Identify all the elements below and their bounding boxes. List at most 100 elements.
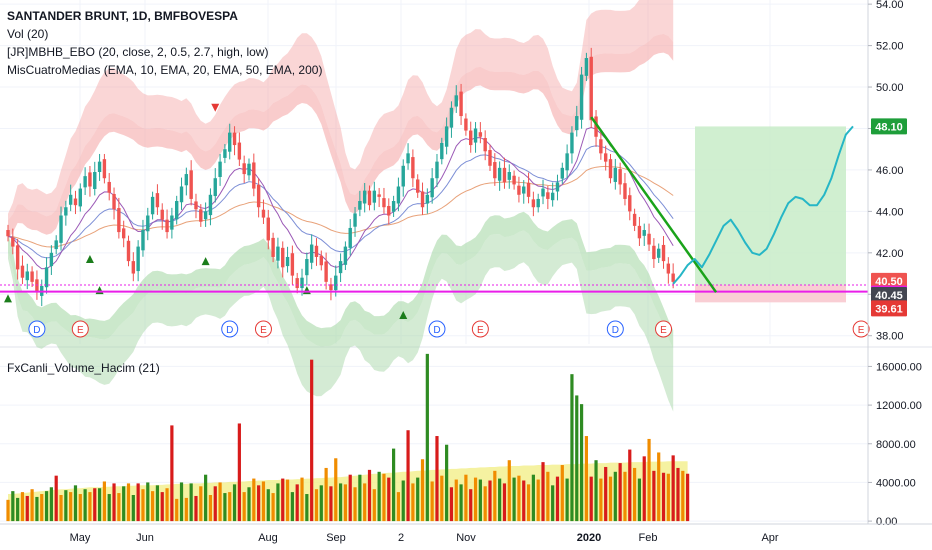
candle-body [391,201,396,212]
candle-body [459,91,463,117]
candle-body [271,237,275,257]
candle-body [59,215,63,243]
candle-body [338,261,343,274]
candle-body [324,261,328,282]
earnings-event-marker [471,320,489,338]
dividend-event-marker [606,320,624,338]
dividend-event-label: D [226,325,233,336]
volume-bar [425,353,429,522]
candle-body [522,186,526,194]
candle-body [435,161,439,179]
volume-bar [555,476,560,522]
volume-bar [146,482,150,522]
indicator-ema-label[interactable]: MisCuatroMedias (EMA, 10, EMA, 20, EMA, … [7,63,323,77]
candle-body [507,172,511,180]
price-tick-label: 44.00 [876,206,904,218]
candle-body [256,184,261,208]
volume-bar [329,486,333,522]
volume-bar [11,491,15,522]
volume-bar [469,489,473,522]
buy-signal-marker [4,294,12,303]
indicator-bands-label[interactable]: [JR]MBHB_EBO (20, close, 2, 0.5, 2.7, hi… [7,45,269,59]
time-tick-label: Aug [258,532,278,544]
candle-body [478,132,483,137]
candle-body [425,194,430,204]
volume-bar [502,483,507,522]
candle-body [440,142,444,160]
candle-body [155,193,160,208]
volume-bar [213,486,217,522]
volume-bar [613,471,617,522]
candle-body [599,139,603,154]
volume-bar [584,436,588,522]
time-axis[interactable]: May Jun Aug Sep 2 Nov 2020 Feb Apr [0,523,932,544]
volume-axis[interactable]: 0.00 4000.00 8000.00 12000.00 16000.00 [868,361,922,528]
volume-bar [507,460,511,522]
volume-bar [358,474,362,522]
sell-signal-marker [211,103,220,112]
volume-bar [204,474,208,522]
volume-bar [179,482,184,522]
volume-bar [141,489,145,522]
indicator-volume-label[interactable]: Vol (20) [7,27,49,41]
candle-body [131,261,136,274]
volume-bar [6,499,10,522]
volume-bar [367,469,372,522]
candle-body [189,170,193,199]
candle-body [73,198,78,206]
volume-bar [652,470,656,522]
candle-body [473,128,478,143]
volume-pane-title[interactable]: FxCanli_Volume_Hacim (21) [7,361,160,375]
candle-body [329,284,333,291]
candle-body [20,265,25,278]
volume-bar [637,478,642,522]
volume-bar [657,452,661,522]
candle-body [671,273,675,282]
volume-bar [281,478,285,522]
volume-bar [334,458,338,522]
symbol-title[interactable]: SANTANDER BRUNT, 1D, BMFBOVESPA [7,9,238,23]
volume-bar [493,470,497,522]
volume-bar [512,477,516,522]
chart-overlays[interactable] [0,116,868,293]
volume-bar [237,423,241,522]
volume-bar [112,483,116,522]
candle-body [78,188,82,207]
candle-body [44,267,49,288]
candle-body [160,209,164,220]
candle-body [68,194,73,205]
volume-bar [218,482,222,522]
earnings-event-marker [71,320,89,338]
earnings-event-label: E [477,325,484,336]
volume-bar [78,494,82,522]
candle-body [334,275,338,291]
candle-body [517,185,521,195]
candle-body [377,194,381,197]
candle-body [247,163,251,176]
candle-body [454,95,458,107]
forecast-path [672,125,854,285]
downtrend-line [590,116,718,293]
candle-body [199,209,203,222]
upper-inner-band [8,33,674,239]
candle-body [396,186,401,204]
volume-bar [271,493,275,522]
candle-body [179,186,184,203]
position-zones[interactable] [695,126,846,303]
price-tick-label: 52.00 [876,41,904,53]
volume-bar [252,478,256,522]
lower-inner-band [8,211,674,349]
candle-body [652,245,656,260]
candle-body [319,255,323,266]
candle-body [618,169,622,185]
volume-bar [396,492,401,522]
volume-bar [628,449,632,522]
volume-bar [228,492,232,522]
volume-bar [594,460,598,522]
volume-bar [565,478,569,522]
earnings-event-marker [254,320,272,338]
stop-zone [695,284,846,303]
time-tick-label: 2 [398,532,404,544]
